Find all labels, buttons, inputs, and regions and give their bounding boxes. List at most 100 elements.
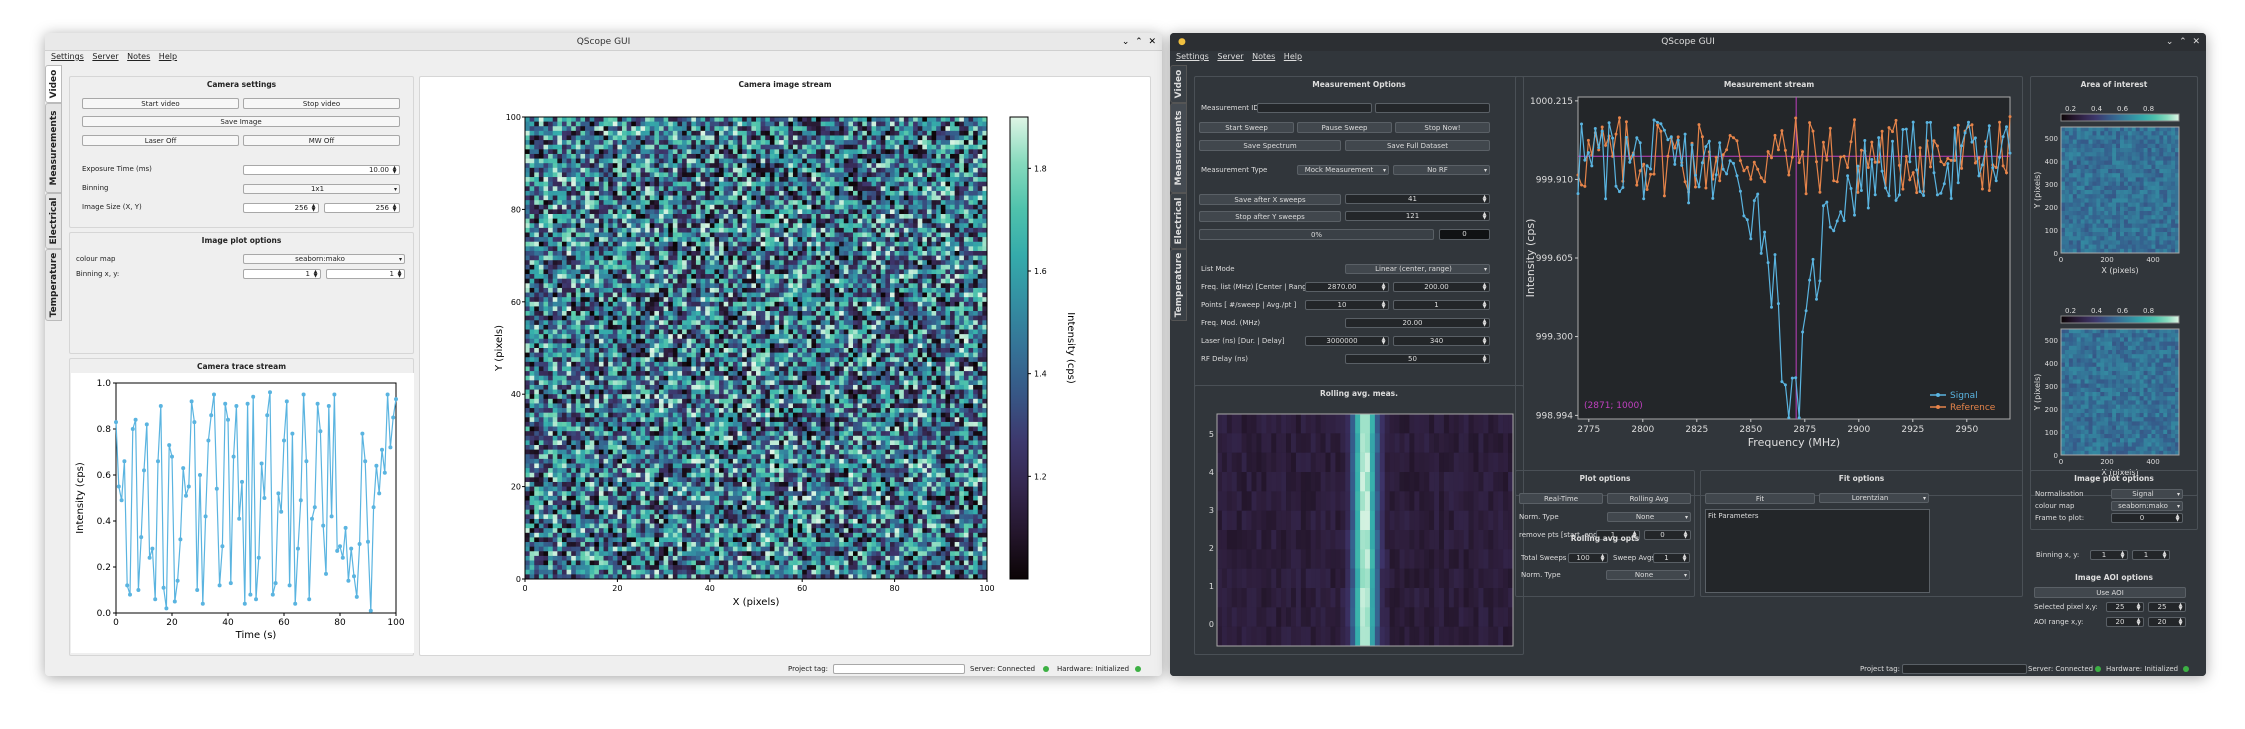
- heatmap-cell: [973, 260, 979, 266]
- heatmap-cell: [843, 195, 849, 201]
- heatmap-cell: [737, 334, 743, 340]
- trace-point: [382, 470, 387, 475]
- heatmap-cell: [899, 177, 905, 182]
- heatmap-cell: [936, 237, 942, 243]
- heatmap-cell: [843, 246, 849, 252]
- tab-video[interactable]: Video: [45, 65, 62, 103]
- heatmap-cell: [797, 195, 803, 201]
- heatmap-cell: [783, 218, 789, 224]
- heatmap-cell: [654, 329, 660, 335]
- heatmap-cell: [557, 297, 563, 303]
- trace-point: [245, 401, 250, 406]
- heatmap-cell: [820, 158, 826, 164]
- heatmap-cell: [908, 329, 914, 335]
- laser-off-button[interactable]: Laser Off: [82, 135, 239, 146]
- heatmap-cell: [765, 237, 771, 243]
- mw-off-button[interactable]: MW Off: [243, 135, 400, 146]
- heatmap-cell: [788, 117, 794, 122]
- heatmap-cell: [876, 153, 882, 159]
- heatmap-cell: [594, 260, 600, 266]
- heatmap-cell: [903, 260, 909, 266]
- heatmap-cell: [557, 301, 563, 307]
- heatmap-cell: [903, 324, 909, 330]
- binning-combo[interactable]: 1x1 ▾: [243, 184, 400, 194]
- heatmap-cell: [950, 264, 955, 270]
- menu-help[interactable]: Help: [159, 52, 177, 61]
- tab-measurements[interactable]: Measurements: [45, 103, 62, 193]
- heatmap-cell: [908, 121, 914, 127]
- heatmap-cell: [649, 287, 655, 293]
- bin-x-spinbox[interactable]: 1 ▲ ▼: [243, 269, 321, 279]
- heatmap-cell: [589, 177, 595, 182]
- heatmap-cell: [848, 283, 854, 289]
- heatmap-cell: [825, 172, 831, 178]
- heatmap-cell: [538, 153, 544, 159]
- heatmap-cell: [866, 324, 872, 330]
- heatmap-cell: [977, 130, 983, 136]
- heatmap-cell: [649, 181, 655, 187]
- heatmap-cell: [963, 117, 969, 122]
- heatmap-cell: [811, 223, 817, 229]
- heatmap-cell: [880, 237, 886, 243]
- heatmap-cell: [700, 121, 706, 127]
- image-size-y-spinbox[interactable]: 256 ▲ ▼: [324, 203, 400, 213]
- trace-point: [321, 523, 326, 528]
- cmap-combo[interactable]: seaborn:mako ▾: [243, 254, 405, 264]
- heatmap-cell: [608, 144, 614, 150]
- heatmap-cell: [866, 149, 872, 155]
- menu-settings[interactable]: Settings: [51, 52, 84, 61]
- heatmap-cell: [640, 195, 646, 201]
- heatmap-cell: [571, 144, 577, 150]
- heatmap-cell: [548, 287, 554, 293]
- heatmap-cell: [926, 140, 932, 146]
- heatmap-cell: [608, 315, 614, 321]
- heatmap-cell: [820, 334, 826, 340]
- exposure-spinbox[interactable]: 10.00 ▲ ▼: [243, 165, 400, 175]
- heatmap-cell: [728, 246, 734, 252]
- heatmap-cell: [557, 209, 563, 215]
- heatmap-cell: [839, 324, 845, 330]
- heatmap-cell: [719, 140, 724, 146]
- tab-electrical[interactable]: Electrical: [45, 193, 62, 249]
- heatmap-cell: [695, 172, 701, 178]
- heatmap-cell: [843, 227, 849, 233]
- heatmap-cell: [816, 190, 821, 196]
- heatmap-cell: [631, 153, 637, 159]
- heatmap-cell: [538, 140, 544, 146]
- menu-server[interactable]: Server: [92, 52, 118, 61]
- window-controls[interactable]: ⌄ ⌃ ✕: [1122, 33, 1156, 51]
- heatmap-cell: [880, 297, 886, 303]
- heatmap-cell: [889, 195, 895, 201]
- heatmap-cell: [857, 117, 863, 122]
- heatmap-cell: [857, 209, 863, 215]
- heatmap-cell: [765, 186, 771, 192]
- heatmap-cell: [566, 315, 572, 321]
- heatmap-cell: [876, 246, 882, 252]
- heatmap-cell: [806, 306, 812, 312]
- image-size-x-spinbox[interactable]: 256 ▲ ▼: [243, 203, 319, 213]
- heatmap-cell: [548, 274, 554, 279]
- heatmap-cell: [746, 334, 752, 340]
- heatmap-cell: [709, 324, 715, 330]
- heatmap-cell: [668, 334, 674, 340]
- heatmap-cell: [709, 190, 715, 196]
- start-video-button[interactable]: Start video: [82, 98, 239, 109]
- heatmap-cell: [820, 232, 826, 238]
- heatmap-cell: [631, 311, 637, 316]
- heatmap-cell: [543, 172, 549, 178]
- save-image-button[interactable]: Save Image: [82, 116, 400, 127]
- heatmap-cell: [765, 260, 771, 266]
- heatmap-cell: [973, 237, 979, 243]
- stop-video-button[interactable]: Stop video: [243, 98, 400, 109]
- heatmap-cell: [751, 315, 757, 321]
- heatmap-cell: [705, 264, 711, 270]
- heatmap-cell: [575, 186, 581, 192]
- heatmap-cell: [829, 190, 835, 196]
- menu-notes[interactable]: Notes: [127, 52, 150, 61]
- heatmap-cell: [783, 153, 789, 159]
- tab-temperature[interactable]: Temperature: [45, 249, 62, 321]
- heatmap-cell: [797, 274, 803, 279]
- bin-y-spinbox[interactable]: 1 ▲ ▼: [326, 269, 405, 279]
- heatmap-cell: [903, 250, 909, 256]
- heatmap-cell: [598, 140, 604, 146]
